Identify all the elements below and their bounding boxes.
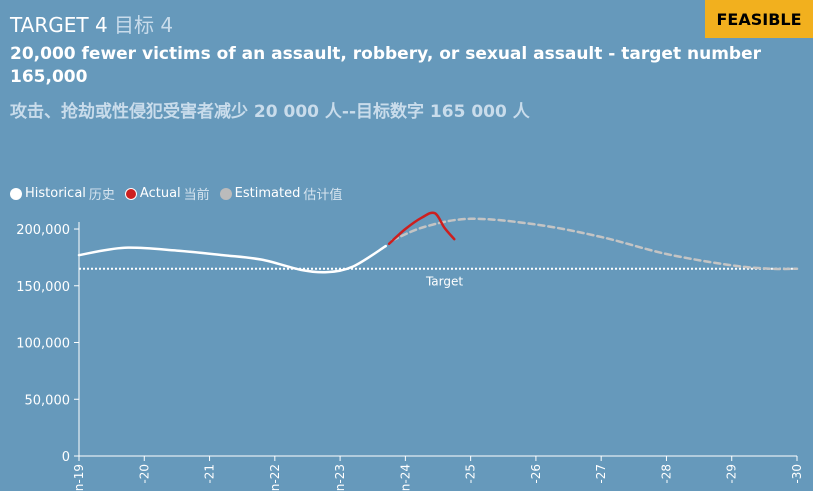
x-tick-label: -28 bbox=[659, 464, 673, 484]
x-tick-label: n-19 bbox=[72, 464, 86, 491]
chart-title-zh: 攻击、抢劫或性侵犯受害者减少 20 000 人--目标数字 165 000 人 bbox=[10, 102, 530, 122]
x-tick-label: -30 bbox=[790, 464, 804, 484]
legend-actual: Actual 当前 bbox=[124, 184, 210, 203]
series-line-historical bbox=[77, 244, 388, 274]
chart-title: 20,000 fewer victims of an assault, robb… bbox=[10, 44, 761, 87]
legend-estimated-label: Estimated bbox=[234, 186, 301, 201]
x-tick-label: -20 bbox=[137, 464, 151, 484]
legend-historical-label: Historical bbox=[25, 186, 86, 201]
series-line-actual bbox=[387, 211, 456, 246]
feasible-badge: FEASIBLE bbox=[705, 0, 813, 38]
series-line-estimated bbox=[391, 217, 799, 271]
legend-actual-label-zh: 当前 bbox=[183, 188, 210, 203]
target-heading: TARGET 4 目标 4 bbox=[10, 9, 173, 38]
target-label: Target bbox=[425, 275, 463, 289]
target-label: TARGET 4 bbox=[10, 13, 108, 37]
y-tick-label: 0 bbox=[62, 450, 70, 465]
legend-historical: Historical 历史 bbox=[10, 184, 115, 203]
legend-actual-label: Actual bbox=[139, 186, 181, 201]
legend: Historical 历史 Actual 当前 Estimated 估计值 bbox=[10, 184, 342, 203]
x-tick-label: n-24 bbox=[398, 464, 412, 491]
legend-actual-dot bbox=[124, 187, 137, 200]
legend-estimated-label-zh: 估计值 bbox=[303, 188, 343, 203]
x-tick-label: n-23 bbox=[333, 464, 347, 491]
y-tick-label: 50,000 bbox=[25, 393, 71, 408]
y-tick-label: 150,000 bbox=[16, 280, 70, 295]
legend-historical-label-zh: 历史 bbox=[88, 188, 115, 203]
x-tick-label: -25 bbox=[464, 464, 478, 484]
legend-estimated: Estimated 估计值 bbox=[219, 184, 343, 203]
y-tick-label: 200,000 bbox=[16, 223, 70, 238]
legend-estimated-dot bbox=[219, 187, 232, 200]
legend-historical-dot bbox=[10, 187, 22, 200]
target-label-zh: 目标 4 bbox=[114, 13, 174, 37]
x-tick-label: -26 bbox=[529, 464, 543, 484]
x-tick-label: n-22 bbox=[268, 464, 282, 491]
y-tick-label: 100,000 bbox=[16, 337, 70, 352]
x-tick-label: -21 bbox=[203, 464, 217, 484]
x-tick-label: -27 bbox=[594, 464, 608, 484]
x-tick-label: -29 bbox=[725, 464, 739, 484]
